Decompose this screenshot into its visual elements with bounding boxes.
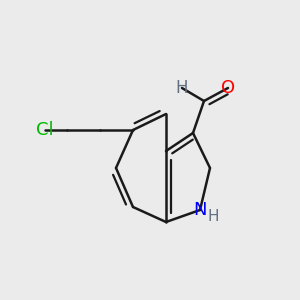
Text: H: H <box>208 209 219 224</box>
Text: O: O <box>221 79 235 97</box>
Text: H: H <box>176 79 188 97</box>
Text: N: N <box>193 201 207 219</box>
Text: Cl: Cl <box>36 121 54 139</box>
